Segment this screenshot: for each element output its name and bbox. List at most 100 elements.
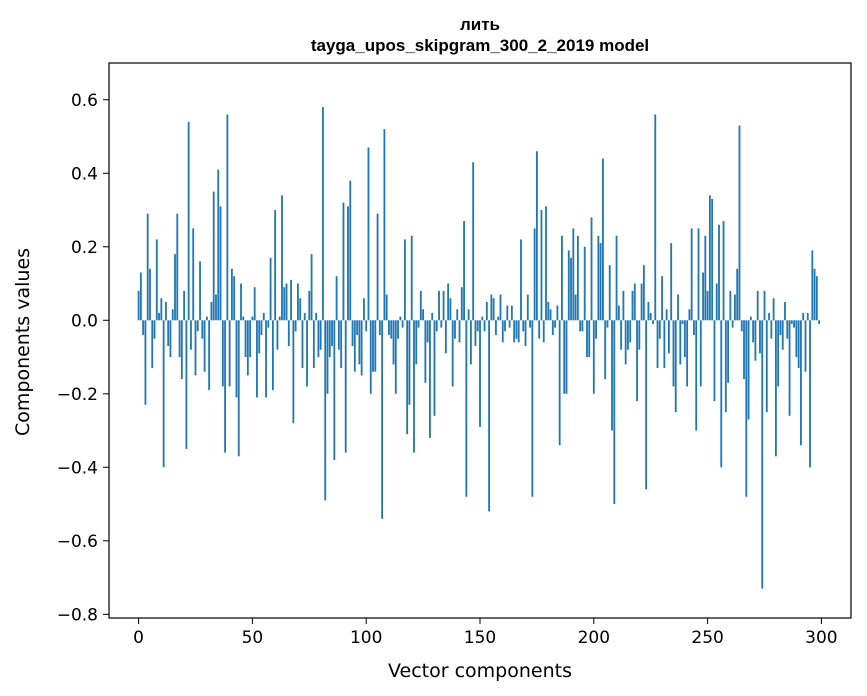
bar-160 xyxy=(501,320,504,343)
y-axis-ticks: −0.8 −0.6 −0.4 −0.2 0.0 0.2 0.4 0.6 xyxy=(57,91,109,625)
bar-217 xyxy=(631,290,634,321)
bar-206 xyxy=(606,320,609,328)
bar-164 xyxy=(510,305,513,321)
bar-150 xyxy=(479,320,481,427)
bar-148 xyxy=(474,320,477,347)
bar-233 xyxy=(668,320,670,354)
bar-249 xyxy=(704,235,707,321)
bar-127 xyxy=(426,320,429,343)
bar-71 xyxy=(299,298,302,321)
bar-90 xyxy=(342,202,345,321)
bar-124 xyxy=(419,290,422,321)
bar-223 xyxy=(645,320,648,490)
bar-109 xyxy=(385,294,388,321)
bar-62 xyxy=(278,316,281,321)
bar-7 xyxy=(153,320,156,339)
bar-203 xyxy=(599,243,602,321)
bar-126 xyxy=(424,320,427,383)
bar-122 xyxy=(415,320,418,365)
bar-202 xyxy=(597,235,600,321)
bar-129 xyxy=(431,312,434,321)
bar-259 xyxy=(727,320,729,383)
bar-92 xyxy=(347,206,349,321)
bar-76 xyxy=(310,254,313,321)
bar-287 xyxy=(790,320,793,324)
bar-42 xyxy=(233,276,236,321)
bar-289 xyxy=(795,320,798,358)
bars-group xyxy=(137,107,821,589)
bar-162 xyxy=(506,305,509,321)
bar-128 xyxy=(429,320,431,438)
bar-47 xyxy=(244,320,247,358)
bar-292 xyxy=(802,312,805,321)
plot-frame xyxy=(108,62,852,619)
bar-184 xyxy=(556,305,559,321)
bar-168 xyxy=(520,239,522,321)
bar-181 xyxy=(549,309,552,321)
bar-9 xyxy=(158,312,160,321)
bar-274 xyxy=(761,320,764,589)
bar-112 xyxy=(392,320,395,365)
bar-242 xyxy=(688,309,691,321)
bar-17 xyxy=(176,213,179,321)
bar-139 xyxy=(454,320,456,339)
bar-44 xyxy=(237,320,240,457)
bar-6 xyxy=(151,320,154,369)
bar-59 xyxy=(271,320,274,391)
bar-212 xyxy=(620,320,623,350)
bar-251 xyxy=(708,195,711,321)
bar-125 xyxy=(422,309,425,321)
bar-176 xyxy=(538,320,541,339)
bar-12 xyxy=(164,301,167,321)
bar-143 xyxy=(463,221,465,321)
bar-64 xyxy=(283,287,286,321)
bar-240 xyxy=(683,320,686,358)
bar-154 xyxy=(488,320,491,512)
bar-236 xyxy=(674,320,677,413)
bar-31 xyxy=(208,320,211,391)
bar-194 xyxy=(579,320,582,332)
bar-234 xyxy=(670,243,673,321)
bar-186 xyxy=(561,235,563,321)
bar-108 xyxy=(383,129,386,321)
bar-222 xyxy=(642,265,645,321)
bar-290 xyxy=(797,320,800,369)
bar-209 xyxy=(613,320,616,505)
bar-77 xyxy=(312,320,315,369)
bar-219 xyxy=(636,320,638,402)
bar-192 xyxy=(574,294,577,321)
bar-146 xyxy=(469,320,472,365)
bar-120 xyxy=(410,235,413,321)
bar-208 xyxy=(611,320,613,431)
y-tick-label-2: −0.4 xyxy=(57,458,98,478)
bar-136 xyxy=(447,283,450,321)
bar-165 xyxy=(513,320,516,343)
bar-220 xyxy=(638,320,641,350)
bar-175 xyxy=(535,151,538,321)
bar-41 xyxy=(231,268,233,321)
bar-214 xyxy=(624,320,627,365)
bar-96 xyxy=(356,320,358,335)
bar-228 xyxy=(656,320,659,369)
bar-213 xyxy=(622,290,625,321)
bar-253 xyxy=(713,320,716,402)
bar-145 xyxy=(467,309,470,321)
bar-166 xyxy=(515,320,518,339)
bar-167 xyxy=(517,320,520,343)
bar-229 xyxy=(658,320,661,339)
x-tick-label-300: 300 xyxy=(805,628,837,648)
bar-169 xyxy=(522,320,525,332)
bar-252 xyxy=(711,198,714,321)
bar-269 xyxy=(749,316,752,321)
bar-216 xyxy=(629,320,632,343)
bar-10 xyxy=(160,298,163,321)
y-tick-label-1: −0.6 xyxy=(57,532,98,552)
x-tick-label-100: 100 xyxy=(350,628,382,648)
bar-221 xyxy=(640,283,643,321)
chart-title-line-2: tayga_upos_skipgram_300_2_2019 model xyxy=(311,36,649,55)
bar-117 xyxy=(403,239,406,321)
bar-258 xyxy=(724,320,727,413)
bar-275 xyxy=(763,290,766,321)
y-tick-label-3: −0.2 xyxy=(57,385,98,405)
bar-100 xyxy=(365,320,368,332)
